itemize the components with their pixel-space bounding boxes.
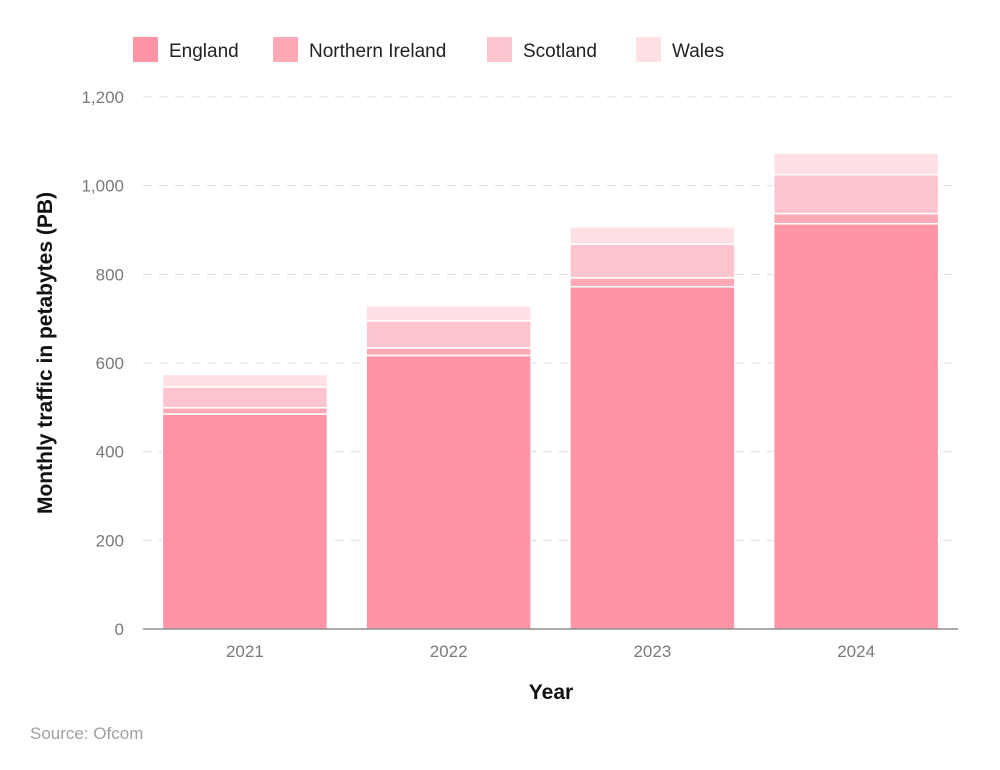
x-axis-title: Year bbox=[529, 681, 573, 704]
bar-2023-england bbox=[569, 285, 736, 630]
y-tick-label-600: 600 bbox=[96, 354, 124, 373]
y-axis-ticks: 0 200 400 600 800 1,000 1,200 bbox=[81, 88, 124, 639]
y-tick-label-1-200: 1,200 bbox=[81, 88, 124, 107]
bar-2024-wales bbox=[772, 152, 940, 176]
bar-2024-northern-ireland bbox=[772, 212, 940, 225]
bar-2022-wales bbox=[365, 305, 532, 322]
y-tick-label-800: 800 bbox=[96, 265, 124, 284]
x-tick-label-2021: 2021 bbox=[226, 642, 264, 661]
legend-label-england: England bbox=[169, 41, 239, 62]
y-tick-label-0: 0 bbox=[115, 620, 124, 639]
bar-2021-northern-ireland bbox=[161, 407, 329, 415]
y-tick-label-1-000: 1,000 bbox=[81, 177, 124, 196]
legend-label-wales: Wales bbox=[672, 41, 724, 62]
bar-2023-wales bbox=[569, 226, 736, 245]
y-tick-label-400: 400 bbox=[96, 443, 124, 462]
x-tick-label-2023: 2023 bbox=[633, 642, 671, 661]
bar-2021-scotland bbox=[161, 386, 329, 409]
y-axis-title: Monthly traffic in petabytes (PB) bbox=[34, 192, 57, 514]
bar-2024-england bbox=[772, 223, 940, 630]
legend-swatch-scotland bbox=[487, 37, 512, 62]
bar-2021-england bbox=[161, 413, 329, 630]
x-tick-label-2024: 2024 bbox=[837, 642, 875, 661]
bar-2023-scotland bbox=[569, 243, 736, 279]
bar-2022-scotland bbox=[365, 320, 532, 349]
bars bbox=[161, 152, 940, 630]
legend-swatch-wales bbox=[636, 37, 661, 62]
legend-swatch-england bbox=[133, 37, 158, 62]
source-note: Source: Ofcom bbox=[30, 724, 143, 743]
bar-2021-wales bbox=[161, 373, 329, 388]
x-axis-ticks: 2021 2022 2023 2024 bbox=[226, 642, 875, 661]
legend-label-scotland: Scotland bbox=[523, 41, 597, 62]
bar-2022-northern-ireland bbox=[365, 347, 532, 357]
legend-swatch-northern-ireland bbox=[273, 37, 298, 62]
bar-2024-scotland bbox=[772, 173, 940, 215]
chart-legend: England Northern Ireland Scotland Wales bbox=[133, 37, 724, 62]
legend-label-northern-ireland: Northern Ireland bbox=[309, 41, 446, 62]
bar-2022-england bbox=[365, 354, 532, 630]
x-tick-label-2022: 2022 bbox=[430, 642, 468, 661]
bar-2023-northern-ireland bbox=[569, 277, 736, 288]
y-tick-label-200: 200 bbox=[96, 531, 124, 550]
